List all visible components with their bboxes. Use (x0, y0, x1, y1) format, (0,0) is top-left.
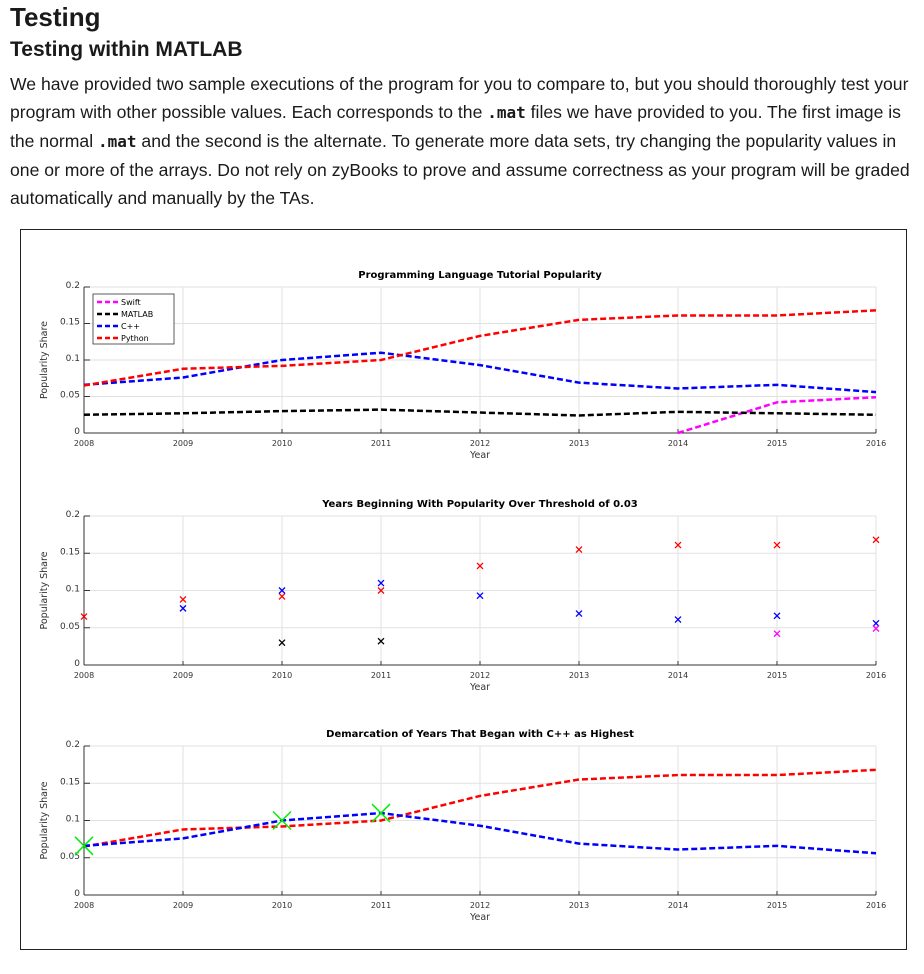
y-tick-label: 0.15 (60, 777, 80, 787)
y-tick-label: 0.15 (60, 318, 80, 328)
x-tick-label: 2009 (173, 439, 193, 448)
x-tick-label: 2011 (371, 671, 391, 680)
scatter-point (674, 616, 682, 624)
x-tick-label: 2016 (866, 901, 886, 910)
inline-code: .mat (487, 103, 526, 122)
x-axis-label: Year (469, 682, 490, 693)
x-tick-label: 2008 (74, 671, 94, 680)
y-tick-label: 0 (74, 659, 80, 669)
x-tick-label: 2014 (668, 671, 688, 680)
y-tick-label: 0.2 (66, 740, 80, 750)
scatter-point (278, 593, 286, 600)
y-tick-label: 0.1 (66, 585, 80, 595)
y-tick-label: 0 (74, 889, 80, 899)
scatter-point (872, 619, 880, 627)
legend-label: Python (121, 334, 149, 343)
x-tick-label: 2010 (272, 901, 292, 910)
figure-charts: 2008 2009 2010 2011 2012 2013 2014 2015 2016 0 0.0… (20, 229, 907, 950)
x-tick-label: 2009 (173, 671, 193, 680)
y-axis-label: Popularity Share (39, 551, 50, 629)
legend-label: C++ (121, 322, 140, 331)
x-axis-label: Year (469, 912, 490, 923)
legend-label: Swift (121, 298, 141, 307)
y-tick-label: 0.1 (66, 354, 80, 364)
x-tick-label: 2015 (767, 901, 787, 910)
series-line-C++ (83, 351, 877, 394)
page-heading: Testing (10, 2, 101, 32)
scatter-point (575, 546, 583, 553)
x-tick-label: 2010 (272, 671, 292, 680)
charts-svg: 2008 2009 2010 2011 2012 2013 2014 2015 2016 0 0.0… (39, 270, 886, 923)
x-tick-label: 2015 (767, 439, 787, 448)
x-tick-label: 2010 (272, 439, 292, 448)
chart-title: Demarcation of Years That Began with C++… (326, 729, 634, 740)
y-tick-label: 0.15 (60, 547, 80, 557)
y-tick-label: 0.2 (66, 510, 80, 520)
scatter-point (278, 639, 286, 647)
marker-x (74, 836, 94, 856)
y-tick-label: 0.2 (66, 281, 80, 291)
x-tick-label: 2012 (470, 671, 490, 680)
scatter-point (377, 587, 385, 594)
scatter-point (773, 541, 781, 549)
scatter-point (377, 579, 385, 587)
x-tick-label: 2009 (173, 901, 193, 910)
scatter-point (476, 592, 484, 600)
scatter-point (575, 610, 583, 618)
paragraph-text: and the second is the alternate. To gene… (10, 131, 910, 208)
scatter-point (476, 562, 484, 570)
series-line-Python (83, 309, 877, 387)
series-line-#0000ff (83, 811, 877, 855)
x-tick-label: 2014 (668, 901, 688, 910)
chart-title: Programming Language Tutorial Popularity (358, 270, 602, 281)
x-tick-label: 2013 (569, 671, 589, 680)
section-heading: Testing within MATLAB (10, 38, 243, 61)
paragraph-text: We have provided two sample executions o… (10, 74, 909, 122)
chart-title: Years Beginning With Popularity Over Thr… (321, 499, 638, 510)
y-tick-label: 0.05 (60, 391, 80, 401)
scatter-point (80, 613, 88, 621)
scatter-point (179, 595, 187, 603)
x-tick-label: 2015 (767, 671, 787, 680)
y-axis-label: Popularity Share (39, 321, 50, 399)
series-line-MATLAB (83, 408, 877, 417)
marker-x (272, 810, 292, 831)
x-tick-label: 2013 (569, 901, 589, 910)
x-tick-label: 2008 (74, 439, 94, 448)
scatter-point (179, 604, 187, 612)
y-tick-label: 0 (74, 427, 80, 437)
x-tick-label: 2008 (74, 901, 94, 910)
y-axis-label: Popularity Share (39, 781, 50, 859)
series-line-#ff0000 (83, 768, 877, 848)
series-line-Swift (677, 395, 877, 435)
legend-label: MATLAB (121, 310, 153, 319)
marker-x (371, 803, 391, 823)
y-tick-label: 0.1 (66, 815, 80, 825)
y-tick-label: 0.05 (60, 852, 80, 862)
x-tick-label: 2012 (470, 439, 490, 448)
instructions-paragraph: We have provided two sample executions o… (10, 70, 915, 212)
x-tick-label: 2016 (866, 439, 886, 448)
x-tick-label: 2014 (668, 439, 688, 448)
x-tick-label: 2011 (371, 901, 391, 910)
x-tick-label: 2011 (371, 439, 391, 448)
paragraph-text: files we have provided to you. The first… (10, 102, 901, 151)
scatter-point (278, 587, 286, 594)
x-tick-label: 2012 (470, 901, 490, 910)
inline-code: .mat (98, 132, 137, 151)
scatter-point (872, 536, 880, 544)
x-axis-label: Year (469, 450, 490, 461)
x-tick-label: 2016 (866, 671, 886, 680)
x-tick-label: 2013 (569, 439, 589, 448)
y-tick-label: 0.05 (60, 622, 80, 632)
scatter-point (674, 541, 682, 549)
scatter-point (773, 630, 781, 638)
scatter-point (872, 625, 880, 632)
scatter-point (773, 612, 781, 620)
scatter-point (377, 637, 385, 645)
